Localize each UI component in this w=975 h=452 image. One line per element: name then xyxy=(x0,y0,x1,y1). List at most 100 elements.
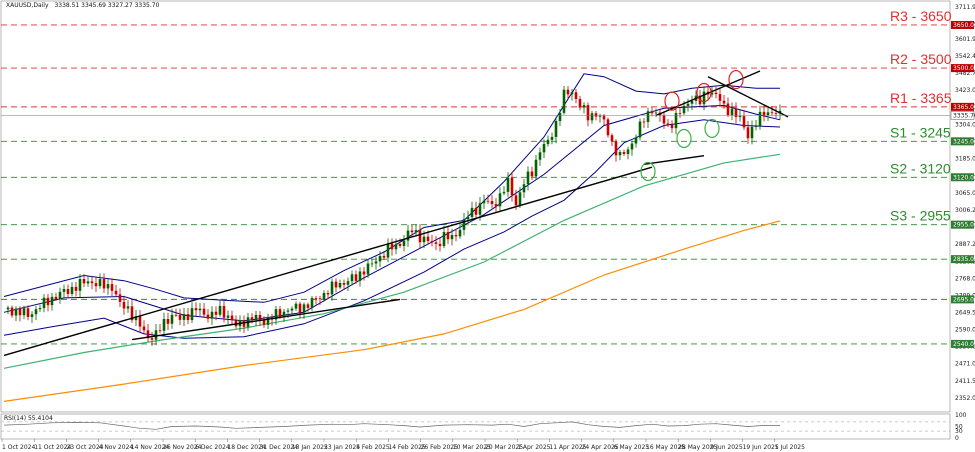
level-label: S1 - 3245 xyxy=(890,124,951,140)
level-tag-label: 3245.00 xyxy=(953,138,975,145)
candle-body xyxy=(510,177,514,196)
candle-body xyxy=(622,152,626,154)
x-tick-label: 14 Feb 2025 xyxy=(388,444,426,451)
candle-body xyxy=(254,315,258,321)
candle-body xyxy=(318,298,322,300)
candle-body xyxy=(26,308,30,317)
x-tick-label: 23 Jan 2025 xyxy=(324,444,360,451)
candle-body xyxy=(478,203,482,215)
candle-body xyxy=(494,204,498,207)
candle-body xyxy=(522,184,526,193)
candle-body xyxy=(350,274,354,282)
candle-body xyxy=(374,261,378,264)
candle-body xyxy=(614,141,618,156)
x-tick-label: 6 May 2025 xyxy=(614,444,649,451)
candle-body xyxy=(674,113,678,129)
candle-body xyxy=(18,308,22,316)
candle-body xyxy=(94,283,98,287)
pattern-circle xyxy=(676,128,692,149)
candle-body xyxy=(86,281,90,284)
candle-body xyxy=(142,326,146,331)
candle-body xyxy=(770,112,774,114)
candle-body xyxy=(434,242,438,244)
candle-body xyxy=(170,314,174,324)
candle-body xyxy=(130,306,134,321)
price-tick-label: 3185.00 xyxy=(955,156,975,163)
candle-body xyxy=(190,308,194,321)
pattern-circle xyxy=(728,69,744,90)
bollinger-upper-line xyxy=(3,73,780,303)
pattern-circle xyxy=(640,161,656,182)
rsi-header: RSI(14) 55.4104 xyxy=(4,415,53,422)
pattern-circle xyxy=(664,91,680,111)
price-tick-label: 3542.40 xyxy=(955,53,975,60)
candle-body xyxy=(458,229,462,237)
candle-body xyxy=(778,110,782,114)
level-labels: R3 - 3650 R2 - 3500 R1 - 3365 S1 - 3245 S2 -… xyxy=(890,8,952,224)
candle-body xyxy=(430,241,434,243)
candle-body xyxy=(90,281,94,284)
rsi-line xyxy=(3,421,780,430)
candle-body xyxy=(682,105,686,114)
candle-body xyxy=(38,308,42,310)
candle-body xyxy=(306,304,310,308)
level-tag-label: 3120.00 xyxy=(953,174,975,181)
candle-body xyxy=(126,306,130,309)
candle-body xyxy=(670,124,674,129)
level-tags: 3650.00 3500.00 3365.00 3245.00 3120.00 2955.… xyxy=(1,20,975,348)
candle-body xyxy=(202,308,206,315)
x-tick-label: 6 Dec 2024 xyxy=(195,444,230,451)
candle-body xyxy=(314,298,318,299)
level-tag-label: 2540.00 xyxy=(953,341,975,348)
candle-body xyxy=(46,297,50,306)
level-tag-label: 2955.00 xyxy=(953,222,975,229)
candle-body xyxy=(118,294,122,302)
candle-body xyxy=(754,126,758,127)
candle-body xyxy=(14,308,18,316)
candle-body xyxy=(574,92,578,99)
candle-body xyxy=(258,315,262,320)
candle-body xyxy=(686,103,690,106)
price-tick-label: 2649.50 xyxy=(955,309,975,316)
candle-body xyxy=(66,289,70,294)
candle-body xyxy=(402,240,406,246)
level-tag xyxy=(951,220,974,229)
candle-body xyxy=(98,279,102,287)
candle-body xyxy=(542,143,546,153)
candlesticks xyxy=(6,85,782,346)
current-price-tag xyxy=(950,111,975,120)
candle-body xyxy=(606,119,610,136)
candle-body xyxy=(734,108,738,118)
candle-body xyxy=(418,230,422,243)
candle-body xyxy=(538,152,542,160)
candle-body xyxy=(338,282,342,288)
candle-body xyxy=(626,149,630,154)
level-tag-label: 2835.00 xyxy=(953,256,975,263)
price-tick-label: 3601.90 xyxy=(955,36,975,43)
candle-body xyxy=(618,152,622,156)
candle-body xyxy=(294,303,298,309)
candle-body xyxy=(590,113,594,121)
x-tick-label: 28 May 2025 xyxy=(678,444,717,451)
x-tick-label: 13 Jan 2025 xyxy=(292,444,328,451)
candle-body xyxy=(54,296,58,299)
price-tick-label: 2590.00 xyxy=(955,327,975,334)
candle-body xyxy=(214,311,218,315)
trendline xyxy=(707,76,789,118)
main-plot-frame xyxy=(0,0,951,413)
price-tick-label: 2471.05 xyxy=(955,361,975,368)
candle-body xyxy=(302,304,306,313)
pattern-circles xyxy=(640,69,744,182)
candle-body xyxy=(286,310,290,312)
candle-body xyxy=(394,243,398,250)
candle-body xyxy=(78,278,82,291)
ma-green-line xyxy=(3,153,781,369)
candle-body xyxy=(346,281,350,285)
candle-body xyxy=(154,330,158,340)
candle-body xyxy=(266,317,270,325)
candle-body xyxy=(570,92,574,95)
level-label: S3 - 2955 xyxy=(890,208,951,224)
level-tag-label: 3365.00 xyxy=(953,104,975,111)
